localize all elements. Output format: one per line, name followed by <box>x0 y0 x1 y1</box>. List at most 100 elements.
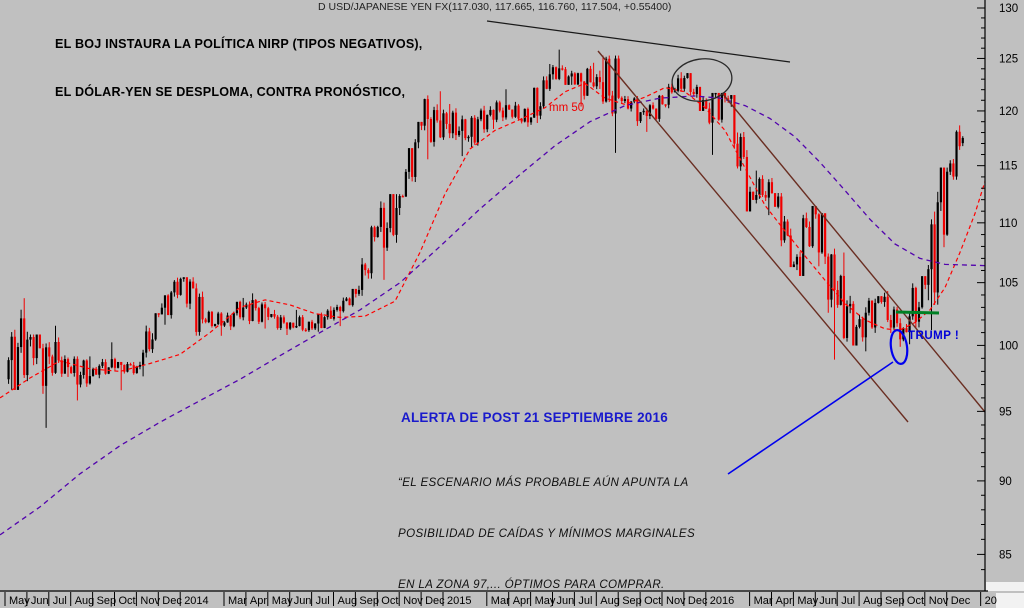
candle-body <box>351 288 354 306</box>
candle-body <box>651 105 655 109</box>
candle-body <box>789 235 792 268</box>
candle-body <box>792 264 795 268</box>
candle-body <box>57 342 60 361</box>
candle-body <box>326 310 329 318</box>
candle-body <box>401 195 404 198</box>
candle-body <box>777 196 780 207</box>
candle-body <box>426 99 429 120</box>
candle-body <box>98 365 101 375</box>
month-label: May <box>797 595 818 607</box>
candle-body <box>830 254 833 300</box>
candle-body <box>54 342 57 373</box>
candle-body <box>542 80 545 107</box>
candle-body <box>539 106 542 116</box>
candle-body <box>85 360 88 384</box>
candle-body <box>295 325 298 328</box>
candle-body <box>573 73 576 85</box>
candle-body <box>398 195 401 208</box>
candle-body <box>179 278 182 295</box>
candle-body <box>323 317 326 329</box>
candle-body <box>514 105 517 117</box>
candle-body <box>417 121 420 143</box>
candle-body <box>35 334 38 359</box>
candle-body <box>307 321 311 331</box>
candle-body <box>470 117 473 137</box>
candle-body <box>645 110 648 116</box>
month-label: Jul <box>841 595 855 607</box>
quote-line: POSIBILIDAD DE CAÍDAS Y MÍNIMOS MARGINAL… <box>398 527 696 540</box>
candle-body <box>529 117 533 123</box>
candle-body <box>26 339 29 376</box>
candle-body <box>742 137 745 157</box>
candle-body <box>473 117 476 143</box>
candle-body <box>927 269 930 285</box>
candle-body <box>60 360 63 374</box>
candle-body <box>445 113 448 124</box>
candle-body <box>842 275 845 338</box>
candle-body <box>695 86 698 95</box>
candle-body <box>579 73 583 82</box>
candle-body <box>558 68 561 79</box>
candle-body <box>589 68 592 83</box>
candle-body <box>561 68 564 70</box>
candle-body <box>752 191 755 200</box>
candle-body <box>101 362 104 366</box>
candle-body <box>148 331 151 350</box>
candle-body <box>874 302 877 328</box>
candle-body <box>758 178 761 196</box>
candle-body <box>357 289 361 294</box>
candle-body <box>207 311 210 323</box>
month-label: Apr <box>513 595 530 607</box>
month-label: Jul <box>53 595 67 607</box>
candle-body <box>273 314 276 317</box>
price-tick-label: 105 <box>999 278 1018 290</box>
candle-body <box>404 171 407 197</box>
candle-body <box>461 119 464 131</box>
candle-body <box>633 98 636 102</box>
candle-body <box>805 218 808 227</box>
candle-body <box>113 359 117 368</box>
candle-body <box>911 287 914 317</box>
candle-body <box>348 298 351 306</box>
candle-body <box>727 98 730 100</box>
month-label: Jun <box>31 595 49 607</box>
price-tick-label: 130 <box>999 3 1018 15</box>
candle-body <box>595 77 598 87</box>
candle-body <box>173 281 176 293</box>
alert-title: ALERTA DE POST 21 SEPTIEMBRE 2016 <box>401 410 668 425</box>
candle-body <box>498 102 501 111</box>
quote-line: EN LA ZONA 97,... ÓPTIMOS PARA COMPRAR. <box>398 578 665 591</box>
candle-body <box>614 58 617 114</box>
price-tick-label: 115 <box>999 161 1017 173</box>
candle-body <box>448 123 451 134</box>
candle-body <box>939 167 942 203</box>
candle-body <box>379 207 382 227</box>
candle-body <box>827 256 830 300</box>
candle-body <box>386 228 389 248</box>
candle-body <box>151 339 154 350</box>
candle-body <box>260 304 264 322</box>
channel-line-upper <box>597 50 909 423</box>
candle-body <box>63 359 66 374</box>
candle-body <box>855 326 858 346</box>
candle-body <box>257 308 260 322</box>
candle-body <box>129 364 132 366</box>
candle-body <box>623 99 626 102</box>
candle-body <box>204 319 207 323</box>
candle-body <box>157 313 160 315</box>
candle-body <box>317 314 320 324</box>
month-label: Mar <box>228 595 247 607</box>
candle-body <box>457 130 461 136</box>
candle-body <box>442 113 445 138</box>
candle-body <box>145 331 148 353</box>
month-label: Dec <box>688 595 708 607</box>
candle-body <box>254 300 257 309</box>
candle-body <box>949 163 952 172</box>
candle-body <box>764 195 767 198</box>
candle-body <box>392 194 395 235</box>
candle-body <box>839 275 842 305</box>
candle-body <box>648 105 652 116</box>
candle-body <box>116 361 120 368</box>
candle-body <box>936 202 939 293</box>
price-tick-label: 100 <box>999 340 1018 352</box>
